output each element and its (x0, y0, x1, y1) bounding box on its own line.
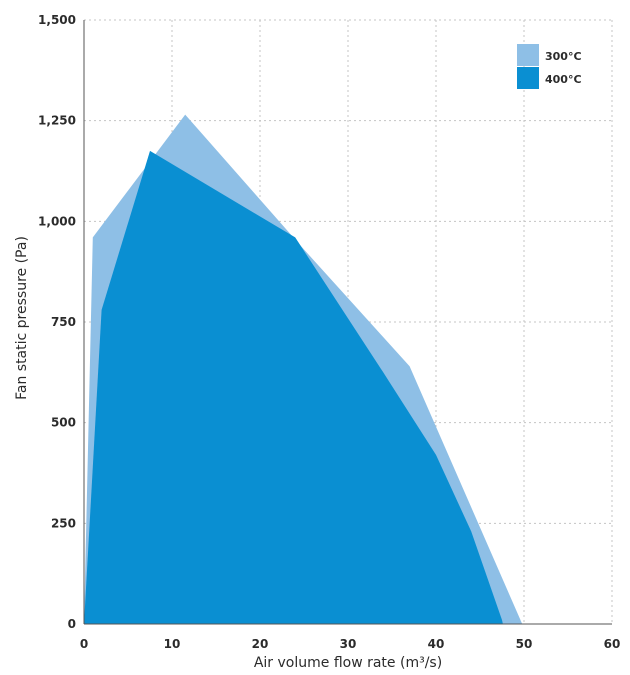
x-axis-ticks: 0 10 20 30 40 50 60 (80, 637, 621, 651)
y-tick-label: 1,250 (38, 114, 76, 128)
y-tick-label: 750 (51, 315, 76, 329)
y-axis-title: Fan static pressure (Pa) (14, 236, 30, 400)
x-axis-title: Air volume flow rate (m³/s) (254, 655, 442, 671)
y-tick-label: 0 (68, 617, 76, 631)
x-tick-label: 0 (80, 637, 88, 651)
x-tick-label: 60 (604, 637, 621, 651)
plot-areas (84, 114, 523, 624)
legend-label-300c: 300°C (545, 50, 582, 63)
legend-swatch-400c (517, 67, 539, 89)
x-tick-label: 30 (340, 637, 357, 651)
y-axis-ticks: 0 250 500 750 1,000 1,250 1,500 (38, 13, 76, 631)
legend: 300°C 400°C (517, 44, 582, 89)
y-tick-label: 1,500 (38, 13, 76, 27)
legend-label-400c: 400°C (545, 73, 582, 86)
legend-swatch-300c (517, 44, 539, 66)
x-tick-label: 40 (428, 637, 445, 651)
y-tick-label: 1,000 (38, 214, 76, 228)
y-tick-label: 250 (51, 516, 76, 530)
x-tick-label: 20 (252, 637, 269, 651)
axes (83, 20, 612, 625)
y-tick-label: 500 (51, 416, 76, 430)
x-tick-label: 10 (164, 637, 181, 651)
area-series-400c (84, 150, 503, 624)
x-tick-label: 50 (516, 637, 533, 651)
